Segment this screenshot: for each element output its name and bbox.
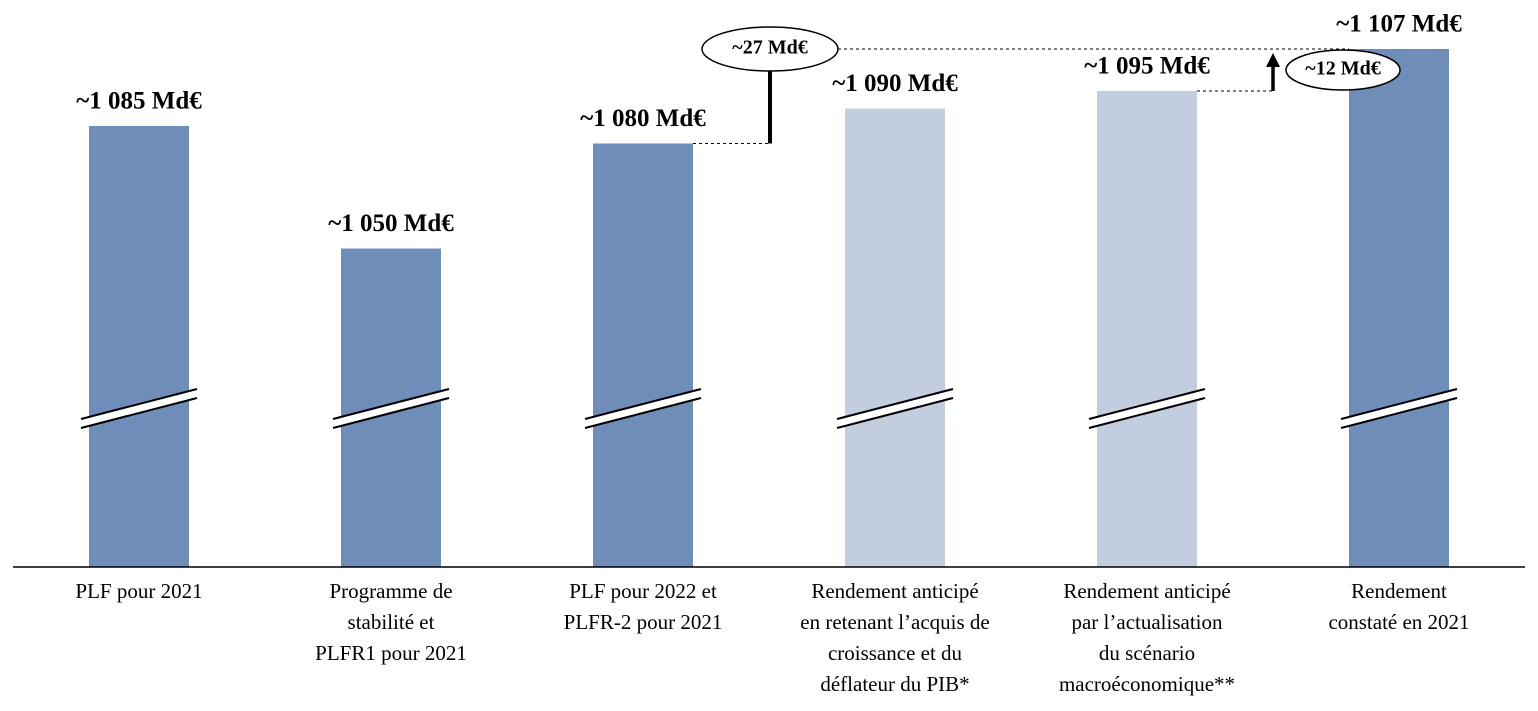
axis-break-gap	[837, 389, 953, 428]
axis-break-gap	[1089, 389, 1205, 428]
value-label: ~1 080 Md€	[580, 105, 706, 132]
value-label: ~1 090 Md€	[832, 70, 958, 97]
bar	[89, 126, 189, 567]
axis-break-gap	[585, 389, 701, 428]
annotation-bubble	[1285, 49, 1401, 91]
axis-break-line	[836, 388, 954, 420]
axis-break-line	[836, 397, 954, 429]
bar	[1349, 49, 1449, 567]
x-tick-label: Rendement anticipé en retenant l’acquis …	[800, 579, 990, 696]
bar	[845, 108, 945, 567]
axis-break-line	[584, 397, 702, 429]
axis-break-line	[1340, 388, 1458, 420]
axis-break-line	[332, 388, 450, 420]
x-tick-label: Rendement constaté en 2021	[1328, 579, 1470, 634]
axis-break-line	[332, 397, 450, 429]
bar	[593, 143, 693, 567]
axis-break-line	[80, 388, 198, 420]
axis-break-line	[1340, 397, 1458, 429]
x-tick-label: Rendement anticipé par l’actualisation d…	[1058, 579, 1236, 696]
arrow-head	[1266, 53, 1280, 67]
bar	[1097, 91, 1197, 567]
annotation-bubble	[701, 26, 839, 72]
x-tick-label: PLF pour 2022 et PLFR-2 pour 2021	[563, 579, 723, 634]
x-tick-label: Programme de stabilité et PLFR1 pour 202…	[315, 579, 467, 665]
annotation: ~27 Md€	[732, 37, 807, 59]
axis-break-gap	[81, 389, 197, 428]
value-label: ~1 107 Md€	[1336, 11, 1462, 38]
axis-break-gap	[333, 389, 449, 428]
value-label: ~1 095 Md€	[1084, 53, 1210, 80]
axis-break-line	[80, 397, 198, 429]
axis-break-line	[1088, 388, 1206, 420]
x-tick-label: PLF pour 2021	[75, 579, 203, 603]
axis-break-line	[584, 388, 702, 420]
annotation: ~12 Md€	[1305, 58, 1380, 80]
value-label: ~1 050 Md€	[328, 210, 454, 237]
value-label: ~1 085 Md€	[76, 88, 202, 115]
axis-break-gap	[1341, 389, 1457, 428]
axis-break-line	[1088, 397, 1206, 429]
